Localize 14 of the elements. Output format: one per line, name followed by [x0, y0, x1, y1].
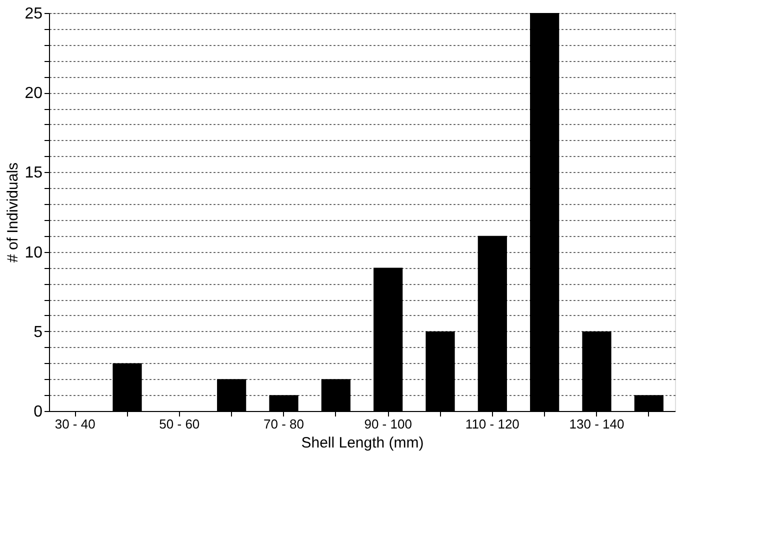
y-tick-label: 0	[34, 404, 43, 420]
y-tick-label: 5	[34, 324, 43, 341]
x-tick-label: 110 - 120	[465, 416, 520, 432]
x-tick-label: 70 - 80	[264, 416, 304, 432]
y-tick-label: 15	[24, 164, 43, 182]
x-tick-label: 130 - 140	[569, 416, 624, 432]
x-tick-label: 90 - 100	[364, 416, 412, 432]
x-tick-label: 30 - 40	[54, 416, 96, 432]
y-tick-label: 10	[24, 244, 43, 262]
x-axis-title: Shell Length (mm)	[301, 434, 424, 452]
x-tick-label: 50 - 60	[159, 416, 200, 432]
y-tick-label: 25	[24, 6, 43, 22]
y-axis-title: # of Individuals	[4, 162, 22, 263]
y-tick-label: 20	[24, 85, 43, 102]
